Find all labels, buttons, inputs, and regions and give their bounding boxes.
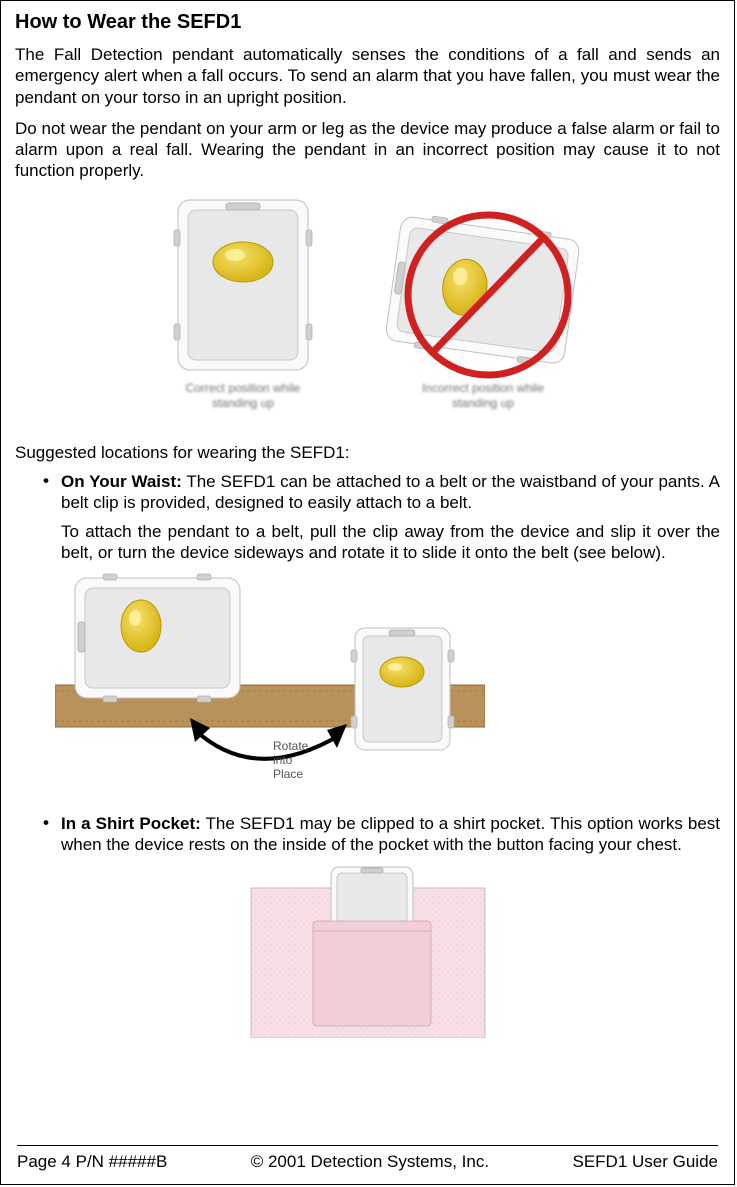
paragraph-2: Do not wear the pendant on your arm or l… [15,118,720,182]
figure-position: Correct position while standing up [15,192,720,437]
bullet-label: In a Shirt Pocket: [61,814,201,833]
bullet-label: On Your Waist: [61,472,182,491]
svg-text:Rotate: Rotate [273,739,309,753]
svg-text:standing up: standing up [451,396,513,410]
page: How to Wear the SEFD1 The Fall Detection… [0,0,735,1185]
section-heading: How to Wear the SEFD1 [15,11,720,34]
svg-text:standing up: standing up [211,396,273,410]
suggested-intro: Suggested locations for wearing the SEFD… [15,443,720,463]
bullet-body: On Your Waist: The SEFD1 can be attached… [61,471,720,564]
bullet-pocket: • In a Shirt Pocket: The SEFD1 may be cl… [15,813,720,856]
svg-text:Correct position while: Correct position while [185,381,300,395]
svg-text:into: into [273,753,293,767]
page-footer: Page 4 P/N #####B © 2001 Detection Syste… [17,1145,718,1172]
figure-belt-svg: Rotate into Place [55,570,485,800]
bullet-marker: • [43,471,61,564]
bullet-waist: • On Your Waist: The SEFD1 can be attach… [15,471,720,564]
figure-position-svg: Correct position while standing up [118,192,618,432]
figure-pocket-svg [243,863,493,1038]
bullet-marker: • [43,813,61,856]
bullet-body: In a Shirt Pocket: The SEFD1 may be clip… [61,813,720,856]
footer-center: © 2001 Detection Systems, Inc. [251,1152,489,1172]
svg-text:Incorrect position while: Incorrect position while [421,381,543,395]
footer-left: Page 4 P/N #####B [17,1152,167,1172]
svg-text:Place: Place [273,767,303,781]
paragraph-1: The Fall Detection pendant automatically… [15,44,720,108]
bullet-subtext: To attach the pendant to a belt, pull th… [61,521,720,564]
figure-belt: Rotate into Place [55,570,720,805]
footer-right: SEFD1 User Guide [572,1152,718,1172]
figure-pocket [15,863,720,1043]
